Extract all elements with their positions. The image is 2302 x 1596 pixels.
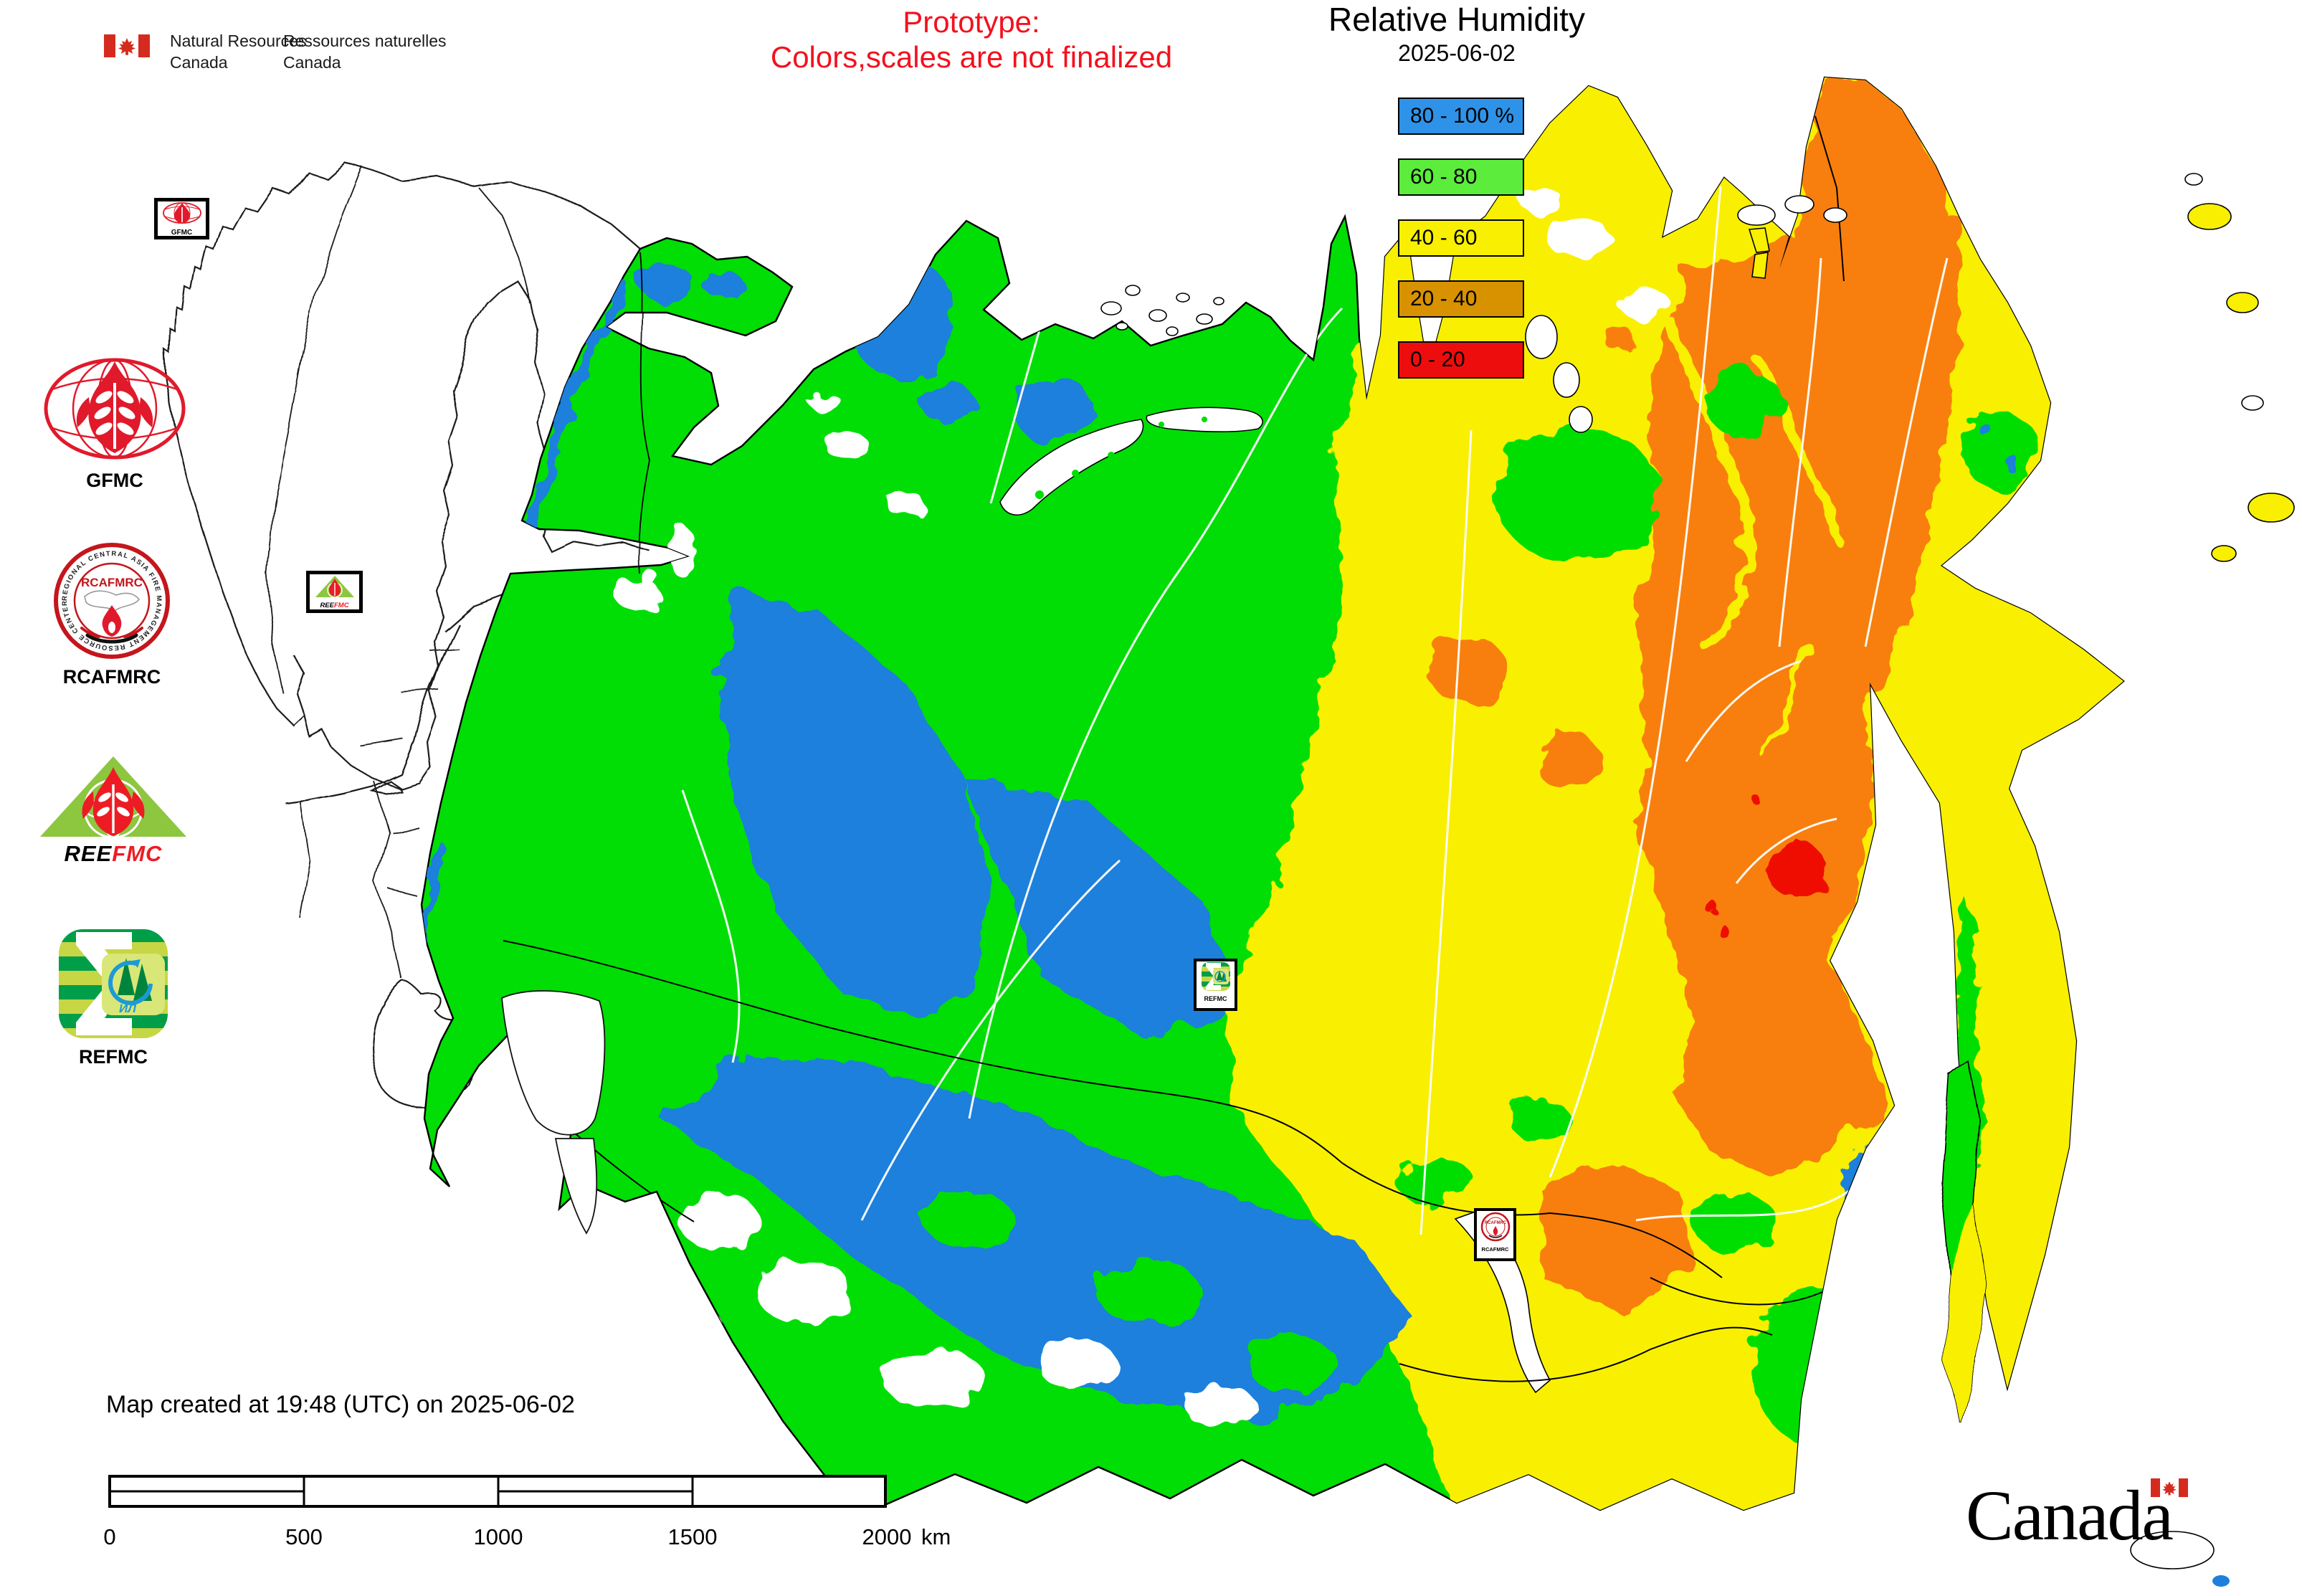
rcafmrc-marker-label: RCAFMRC bbox=[1481, 1246, 1509, 1253]
prototype-line1: Prototype: bbox=[903, 5, 1040, 39]
title-block: Relative Humidity 2025-06-02 bbox=[1278, 1, 1636, 66]
map-created-timestamp: Map created at 19:48 (UTC) on 2025-06-02 bbox=[106, 1391, 575, 1418]
rcafmrc-map-marker: RCAFMRC RCAFMRC bbox=[1474, 1208, 1516, 1261]
scale-tick-1000: 1000 bbox=[473, 1524, 523, 1549]
map-date: 2025-06-02 bbox=[1398, 40, 1516, 66]
rcafmrc-inner-text: RCAFMRC bbox=[81, 576, 143, 589]
legend-item-80-100: 80 - 100 % bbox=[1398, 98, 1524, 135]
prototype-line2: Colors,scales are not finalized bbox=[770, 40, 1173, 74]
scale-tick-1500: 1500 bbox=[667, 1524, 718, 1549]
rivers bbox=[681, 186, 1949, 1235]
zone-80-100 bbox=[422, 255, 2016, 1424]
refmc-sigma-icon: ИЛ bbox=[59, 929, 168, 1038]
wrangel-island bbox=[1748, 227, 1770, 279]
canada-wordmark-flag-icon bbox=[2151, 1478, 2188, 1497]
signature-fr-line1: Ressources naturelles bbox=[283, 32, 447, 50]
legend-item-20-40: 20 - 40 bbox=[1398, 280, 1524, 318]
basemap-outlines bbox=[163, 161, 650, 1109]
refmc-map-marker: REFMC bbox=[1194, 959, 1237, 1011]
canada-wordmark: Canada bbox=[1966, 1474, 2267, 1560]
nrcan-signature: Natural Resources Canada Ressources natu… bbox=[104, 30, 563, 80]
country-borders bbox=[503, 115, 1845, 1382]
legend-item-60-80: 60 - 80 bbox=[1398, 158, 1524, 196]
canada-wordmark-text: Canada bbox=[1966, 1476, 2174, 1555]
reefmc-triangle-icon bbox=[40, 756, 186, 839]
bering-islands bbox=[2130, 173, 2295, 1587]
rcafmrc-circle-icon: REGIONAL CENTRAL ASIA FIRE MANAGEMENT RE… bbox=[54, 543, 170, 659]
refmc-marker-label: REFMC bbox=[1204, 995, 1227, 1002]
prototype-warning: Prototype: Colors,scales are not finaliz… bbox=[631, 4, 1312, 75]
reefmc-caption-red: FMC bbox=[112, 841, 163, 866]
refmc-logo: ИЛ REFMC bbox=[56, 928, 171, 1068]
gfmc-globe-flame-icon bbox=[44, 358, 186, 460]
reefmc-marker-label: REEFMC bbox=[310, 602, 359, 609]
signature-en-line1: Natural Resources bbox=[170, 32, 307, 50]
refmc-mini-icon bbox=[1201, 962, 1230, 991]
franz-josef-land bbox=[1100, 285, 1224, 336]
rcafmrc-mini-text: RCAFMRC bbox=[1484, 1221, 1506, 1225]
canada-flag-icon bbox=[104, 34, 150, 57]
signature-english: Natural Resources Canada bbox=[170, 30, 306, 73]
rcafmrc-caption: RCAFMRC bbox=[62, 666, 161, 688]
page-title: Relative Humidity bbox=[1328, 1, 1585, 38]
reefmc-map-marker: REEFMC bbox=[306, 571, 363, 613]
zone-0-20 bbox=[1704, 800, 1826, 936]
scale-tick-2000: 2000 bbox=[862, 1524, 912, 1549]
reefmc-marker-label-red: FMC bbox=[333, 602, 349, 609]
gfmc-mini-icon bbox=[162, 202, 201, 224]
new-siberian-islands bbox=[1737, 195, 1847, 226]
gfmc-map-marker: GFMC bbox=[154, 198, 209, 239]
reefmc-caption: REEFMC bbox=[37, 841, 189, 867]
sakhalin-island bbox=[1942, 1060, 1987, 1424]
norway-coastline bbox=[163, 161, 641, 748]
arctic-islands bbox=[999, 195, 1847, 516]
rcafmrc-mini-icon: RCAFMRC bbox=[1480, 1212, 1510, 1242]
gfmc-marker-label: GFMC bbox=[171, 229, 193, 237]
reefmc-caption-black: REE bbox=[64, 841, 113, 866]
reefmc-mini-icon bbox=[315, 576, 354, 598]
scale-bar bbox=[108, 1475, 887, 1508]
scale-tick-500: 500 bbox=[285, 1524, 323, 1549]
gfmc-logo: GFMC bbox=[43, 357, 186, 492]
rcafmrc-logo: REGIONAL CENTRAL ASIA FIRE MANAGEMENT RE… bbox=[53, 542, 171, 688]
reefmc-logo: REEFMC bbox=[37, 754, 189, 867]
humidity-layers bbox=[422, 77, 2123, 1510]
reefmc-marker-label-black: REE bbox=[320, 602, 334, 609]
legend-item-0-20: 0 - 20 bbox=[1398, 341, 1524, 379]
legend: 80 - 100 % 60 - 80 40 - 60 20 - 40 0 - 2… bbox=[1398, 98, 1524, 402]
scale-tick-0: 0 bbox=[103, 1524, 116, 1549]
refmc-caption: REFMC bbox=[79, 1046, 148, 1068]
sweden-coastline bbox=[330, 280, 531, 796]
scale-unit: km bbox=[921, 1524, 951, 1549]
signature-french: Ressources naturelles Canada bbox=[283, 30, 447, 73]
gfmc-caption: GFMC bbox=[86, 470, 143, 491]
severnaya-zemlya bbox=[1525, 315, 1593, 433]
caspian-sea bbox=[501, 990, 606, 1235]
scale-labels: 0 500 1000 1500 2000 km bbox=[103, 1524, 951, 1553]
legend-item-40-60: 40 - 60 bbox=[1398, 219, 1524, 257]
signature-en-line2: Canada bbox=[170, 53, 228, 72]
lake-baikal bbox=[1454, 1211, 1551, 1394]
denmark-coastline bbox=[293, 655, 306, 716]
signature-fr-line2: Canada bbox=[283, 53, 341, 72]
refmc-inner-text: ИЛ bbox=[119, 1002, 136, 1015]
